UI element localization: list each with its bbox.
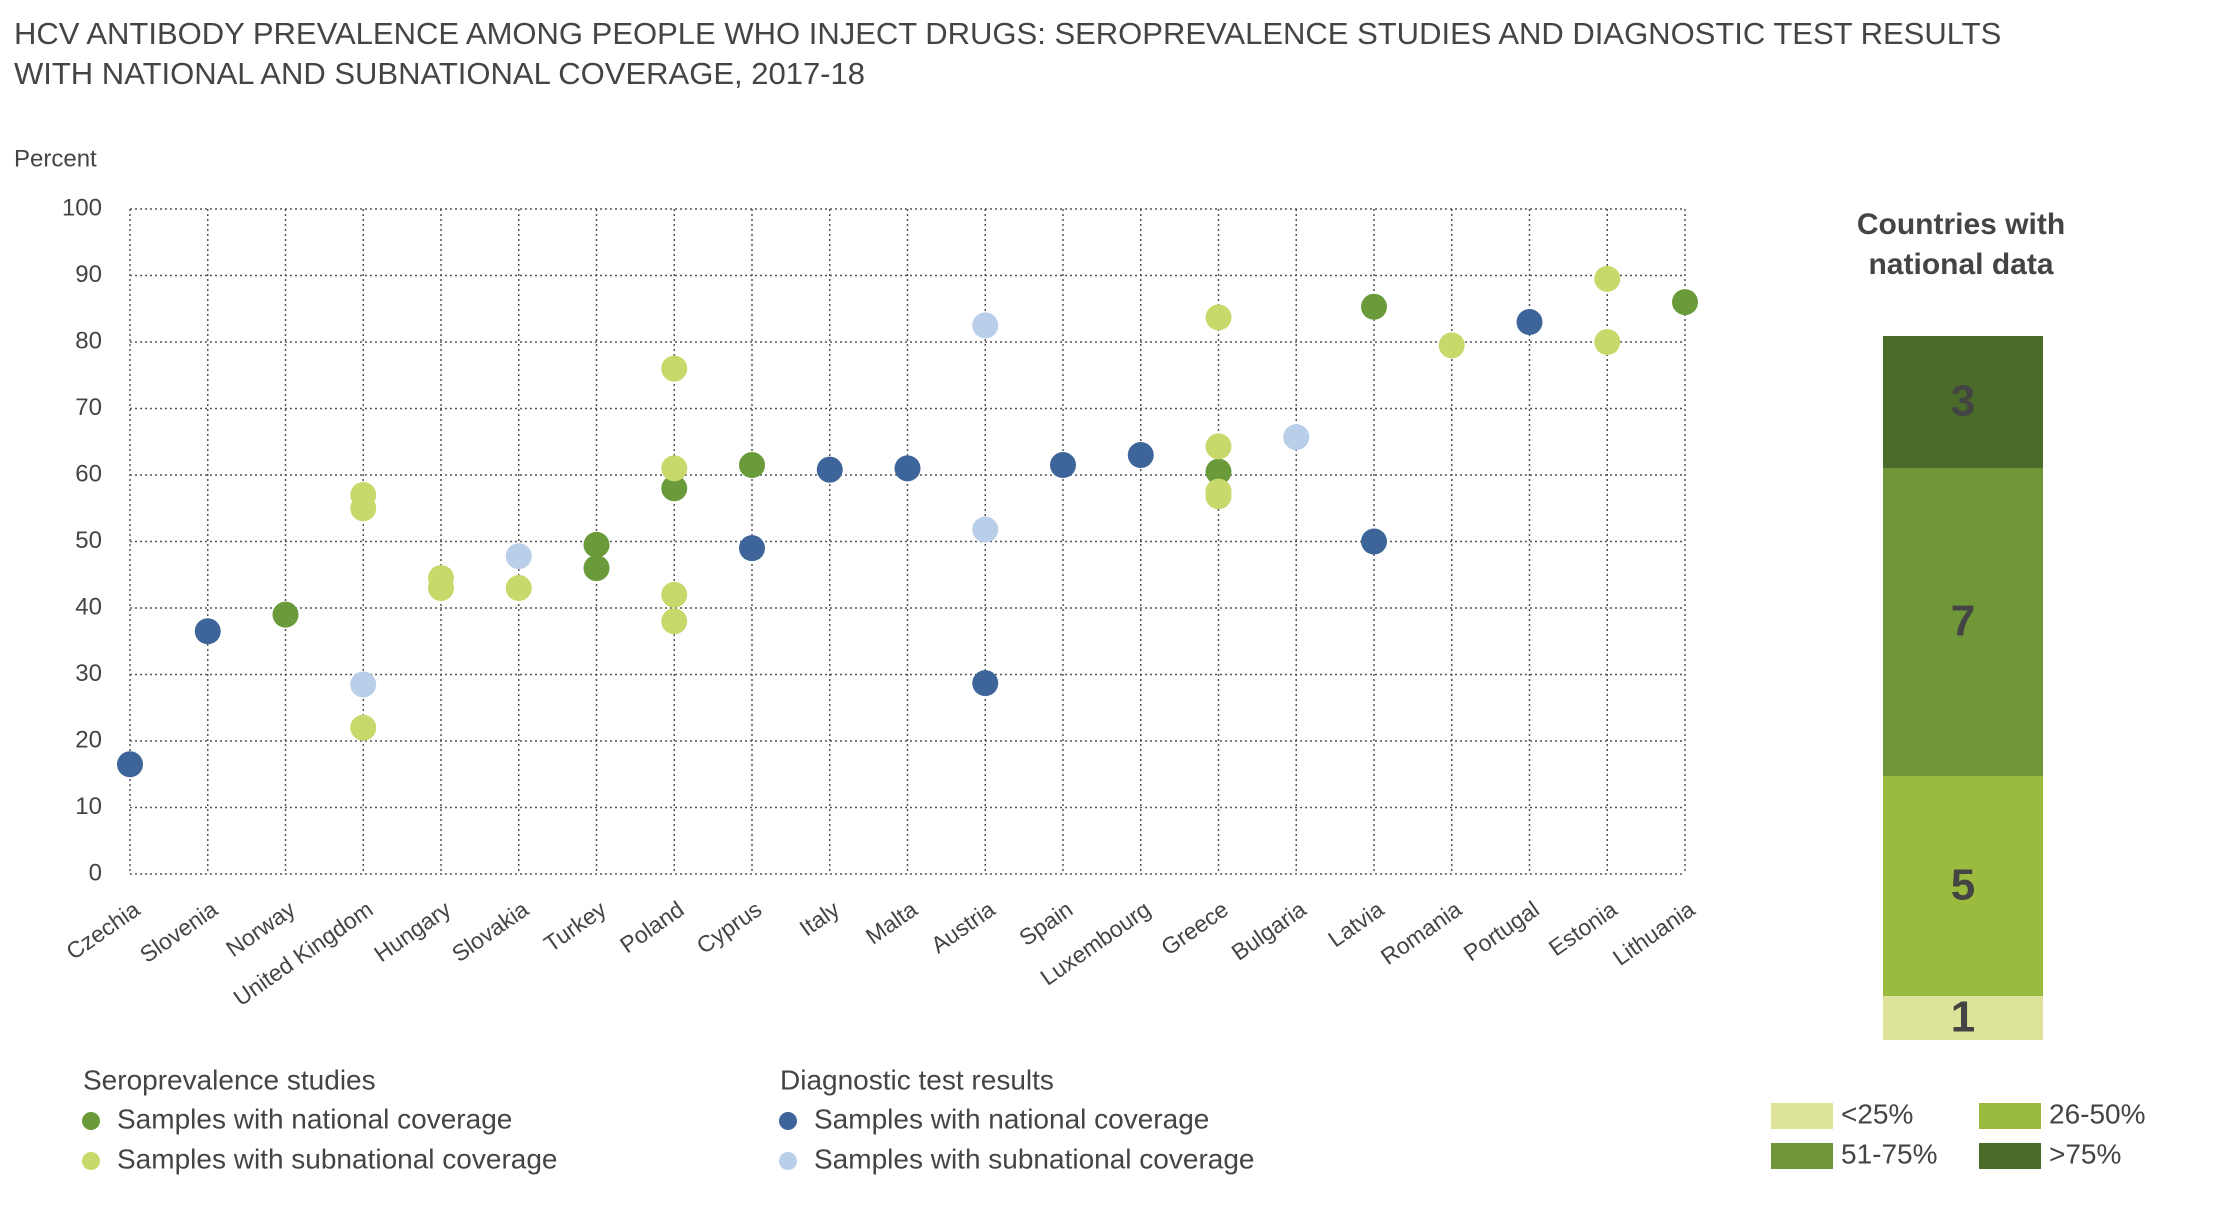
dot: [1438, 332, 1465, 359]
dot: [816, 456, 843, 483]
legend-marker: [779, 1112, 797, 1130]
dot: [1594, 329, 1621, 355]
legend-label: >75%: [2049, 1138, 2121, 1169]
dot: [1205, 433, 1232, 460]
dot: [350, 714, 377, 741]
x-tick-label: Slovakia: [447, 896, 533, 967]
dot: [1127, 442, 1154, 469]
y-tick-label: 30: [75, 660, 102, 687]
legend-heading: Diagnostic test results: [780, 1064, 1054, 1095]
dot: [1361, 528, 1387, 555]
dot: [972, 670, 999, 697]
legend-label: Samples with national coverage: [117, 1103, 512, 1134]
y-tick-label: 50: [75, 527, 102, 554]
dot: [505, 543, 532, 570]
x-tick-label: Hungary: [369, 895, 456, 966]
x-tick-label: Slovenia: [135, 896, 222, 968]
dot: [350, 495, 377, 522]
x-tick-label: Malta: [861, 896, 922, 950]
x-tick-label: Turkey: [539, 895, 611, 956]
dot: [428, 575, 454, 602]
bar-segment: [1883, 336, 2043, 468]
x-tick-label: Italy: [795, 895, 845, 941]
legend-marker: [82, 1112, 100, 1130]
x-tick-label: Portugal: [1459, 896, 1544, 966]
dot: [194, 618, 221, 645]
legend-swatch: [1979, 1103, 2041, 1129]
x-tick-label: Romania: [1376, 896, 1466, 970]
x-tick-label: Bulgaria: [1227, 896, 1311, 966]
dot: [1205, 483, 1232, 510]
dot: [661, 475, 688, 502]
legend-swatch: [1771, 1103, 1833, 1129]
y-axis-label: Percent: [14, 145, 97, 172]
dot: [661, 581, 688, 608]
chart-title: HCV ANTIBODY PREVALENCE AMONG PEOPLE WHO…: [14, 16, 2001, 51]
dot: [505, 575, 532, 602]
y-tick-label: 80: [75, 327, 102, 354]
x-tick-label: Czechia: [61, 896, 144, 965]
dot: [1050, 452, 1076, 479]
x-tick-label: Poland: [615, 896, 689, 958]
y-tick-label: 90: [75, 261, 102, 288]
legend-label: 26-50%: [2049, 1098, 2146, 1129]
dot: [1361, 293, 1387, 320]
legend-label: Samples with subnational coverage: [117, 1143, 557, 1174]
dot: [894, 455, 921, 482]
legend-label: Samples with national coverage: [814, 1103, 1209, 1134]
dot: [350, 671, 377, 698]
dot: [1205, 458, 1232, 485]
legend-marker: [82, 1152, 100, 1170]
dot: [583, 531, 610, 558]
dot: [972, 312, 999, 339]
dot: [739, 535, 765, 562]
dot: [661, 455, 688, 482]
dot: [1672, 289, 1698, 316]
dot: [1516, 309, 1543, 336]
data-label: 5: [1951, 861, 1975, 910]
y-tick-label: 10: [75, 793, 102, 820]
x-tick-label: Cyprus: [692, 896, 767, 959]
x-tick-label: Greece: [1156, 896, 1233, 961]
data-label: 3: [1951, 377, 1975, 426]
y-tick-label: 40: [75, 593, 102, 620]
dot: [1205, 304, 1232, 331]
y-tick-label: 70: [75, 394, 102, 421]
dot: [1283, 424, 1310, 451]
y-tick-label: 60: [75, 460, 102, 487]
x-tick-label: United Kingdom: [229, 896, 378, 1011]
dot: [661, 355, 688, 382]
bar-segment: [1883, 468, 2043, 776]
dot: [972, 516, 999, 543]
legend-label: <25%: [1841, 1098, 1913, 1129]
legend-swatch: [1979, 1143, 2041, 1169]
dot: [739, 452, 765, 479]
legend-label: 51-75%: [1841, 1138, 1938, 1169]
x-tick-label: Austria: [926, 896, 1000, 958]
bar-title: national data: [1868, 248, 2053, 281]
dot: [272, 601, 299, 628]
x-tick-label: Latvia: [1323, 896, 1388, 953]
data-label: 7: [1951, 597, 1975, 646]
dot: [661, 608, 688, 635]
bar-title: Countries with: [1857, 208, 2065, 241]
x-tick-label: Lithuania: [1608, 896, 1700, 971]
legend-label: Samples with subnational coverage: [814, 1143, 1254, 1174]
legend-marker: [779, 1152, 797, 1170]
data-label: 1: [1951, 993, 1975, 1042]
chart-title: WITH NATIONAL AND SUBNATIONAL COVERAGE, …: [14, 56, 865, 91]
legend-swatch: [1771, 1143, 1833, 1169]
bar-segment: [1883, 996, 2043, 1040]
y-tick-label: 0: [89, 859, 102, 886]
y-tick-label: 20: [75, 726, 102, 753]
dot: [1594, 265, 1621, 292]
legend-heading: Seroprevalence studies: [83, 1064, 376, 1095]
dot: [117, 751, 143, 778]
dot: [583, 555, 610, 582]
y-tick-label: 100: [62, 194, 102, 221]
x-tick-label: Spain: [1014, 896, 1077, 951]
bar-segment: [1883, 776, 2043, 996]
